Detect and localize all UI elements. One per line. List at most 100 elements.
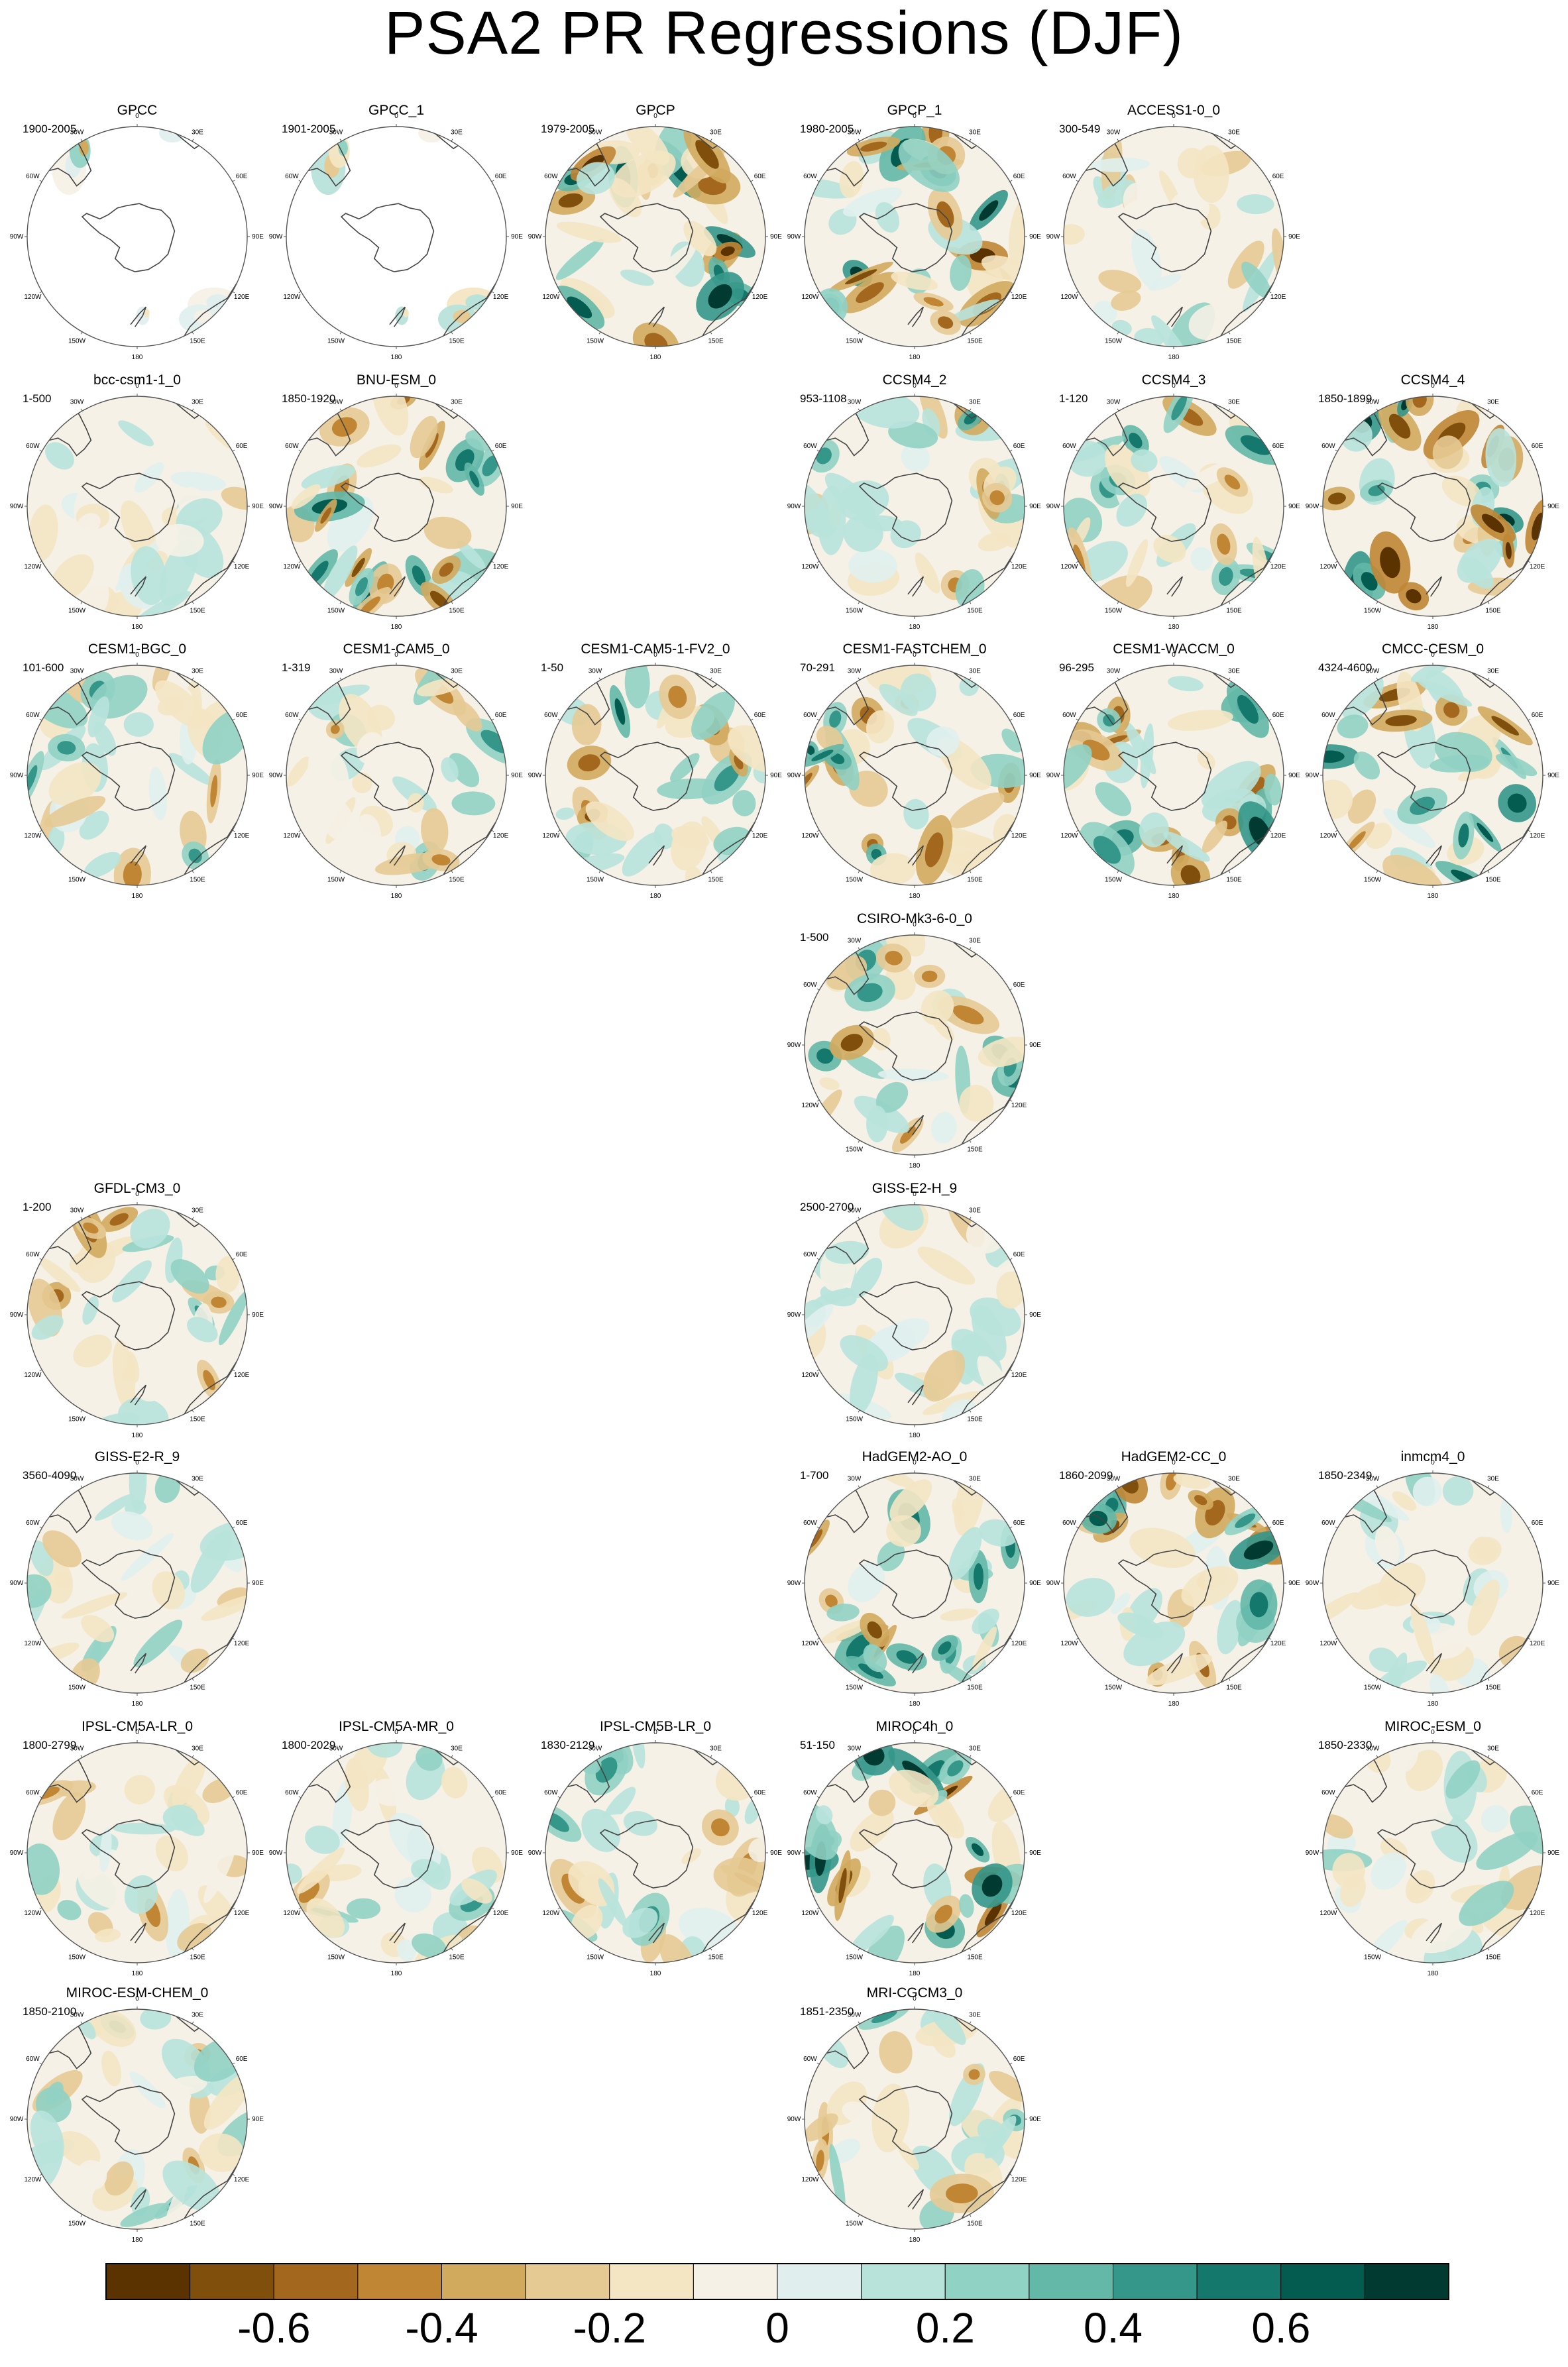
- regression-anomaly: [1405, 1870, 1435, 1904]
- regression-anomaly: [452, 699, 482, 732]
- longitude-label: 60W: [1062, 443, 1076, 450]
- longitude-label: 0: [135, 1191, 139, 1198]
- regression-anomaly: [94, 1494, 135, 1521]
- longitude-label: 30E: [1487, 398, 1499, 406]
- antarctica-coastline: [858, 1011, 953, 1081]
- regression-anomaly: [659, 1934, 697, 1963]
- longitude-label: 0: [913, 1995, 917, 2003]
- longitude-label: 120E: [1530, 1910, 1545, 1917]
- regression-anomaly: [412, 1933, 447, 1958]
- regression-anomaly: [332, 1780, 353, 1849]
- regression-anomaly: [52, 1792, 86, 1841]
- longitude-label: 120E: [1270, 832, 1286, 840]
- longitude-label: 60W: [803, 1251, 817, 1258]
- south-america-coastline: [567, 131, 610, 187]
- longitude-label: 90E: [252, 503, 264, 510]
- new-zealand-coastline: [907, 845, 924, 866]
- regression-anomaly: [99, 1827, 112, 1873]
- panel-year-range: 1900-2005: [23, 123, 77, 135]
- longitude-label: 30W: [70, 667, 84, 675]
- regression-anomaly: [1378, 1563, 1426, 1607]
- regression-anomaly: [839, 161, 864, 198]
- regression-anomaly: [1337, 714, 1369, 739]
- colorbar-tick-label: 0.6: [1251, 2304, 1311, 2352]
- longitude-label: 60W: [1062, 712, 1076, 719]
- polar-map: 0 30E 60E 90E 120E 150E 180 150W 120W 90W 60W 30W: [787, 651, 1042, 900]
- antarctica-coastline: [1117, 472, 1212, 542]
- colorbar: [0, 2253, 1568, 2364]
- longitude-label: 30E: [710, 129, 722, 136]
- regression-anomaly: [843, 188, 903, 217]
- panel-title: GPCC_1: [368, 103, 425, 118]
- polar-map: 0 30E 60E 90E 120E 150E 180 150W 120W 90W 60W 30W: [1306, 1729, 1560, 1977]
- longitude-label: 180: [909, 893, 921, 900]
- longitude-label: 120E: [1011, 294, 1027, 301]
- antarctica-coastline: [81, 1819, 176, 1889]
- longitude-label: 120W: [24, 1372, 42, 1379]
- antarctica-coastline: [599, 742, 694, 811]
- map-panel: 0 30E 60E 90E 120E 150E 180 150W 120W 90W 60W 30W GI…: [8, 1449, 266, 1708]
- longitude-label: 180: [650, 354, 661, 361]
- panel-year-range: 1850-2100: [23, 2005, 77, 2018]
- longitude-label: 90E: [1029, 1580, 1041, 1587]
- regression-anomaly: [632, 1743, 645, 1769]
- panel-title: GPCC: [117, 103, 158, 118]
- regression-anomaly: [95, 1928, 121, 1943]
- regression-anomaly: [875, 1081, 909, 1113]
- polar-map: 0 30E 60E 90E 120E 150E 180 150W 120W 90W 60W 30W: [1046, 651, 1301, 900]
- longitude-label: 60W: [1321, 443, 1335, 450]
- longitude-label: 30E: [192, 1475, 203, 1482]
- south-america-coastline: [49, 2014, 92, 2069]
- longitude-label: 120W: [24, 1640, 42, 1647]
- regression-anomaly: [949, 793, 1005, 828]
- longitude-label: 90E: [1288, 772, 1300, 779]
- regression-anomaly: [727, 725, 765, 773]
- longitude-label: 0: [913, 1729, 917, 1736]
- antarctica-coastline: [1376, 1549, 1471, 1619]
- regression-anomaly: [922, 1391, 981, 1415]
- regression-anomaly: [866, 710, 895, 743]
- regression-anomaly: [91, 2009, 137, 2047]
- regression-anomaly: [946, 299, 1000, 323]
- longitude-label: 60W: [26, 1251, 40, 1258]
- longitude-label: 90W: [10, 1849, 24, 1857]
- map-panel: 0 30E 60E 90E 120E 150E 180 150W 120W 90W 60W 30W in…: [1304, 1449, 1562, 1708]
- colorbar-swatch: [190, 2263, 274, 2300]
- regression-anomaly: [1111, 290, 1141, 311]
- south-america-coastline: [308, 670, 351, 726]
- regression-anomaly: [121, 500, 158, 561]
- antarctica-coastline: [340, 472, 435, 542]
- antarctica-coastline: [1117, 742, 1212, 811]
- regression-anomaly: [1323, 1592, 1359, 1627]
- longitude-label: 150W: [68, 877, 86, 884]
- antarctica-coastline: [81, 203, 176, 272]
- longitude-label: 90W: [269, 1849, 283, 1857]
- map-panel: 0 30E 60E 90E 120E 150E 180 150W 120W 90W 60W 30W CE…: [267, 641, 526, 900]
- longitude-label: 120E: [234, 1640, 250, 1647]
- regression-anomaly: [932, 1080, 950, 1103]
- longitude-label: 150W: [68, 338, 86, 345]
- regression-anomaly: [1398, 1806, 1454, 1834]
- polar-map: 0 30E 60E 90E 120E 150E 180 150W 120W 90W 60W 30W: [1306, 1459, 1560, 1708]
- polar-map: 0 30E 60E 90E 120E 150E 180 150W 120W 90W 60W 30W: [1306, 651, 1560, 900]
- new-zealand-coastline: [907, 1653, 924, 1674]
- panel-year-range: 1851-2350: [800, 2005, 854, 2018]
- regression-anomaly: [1090, 158, 1150, 172]
- regression-anomaly: [1064, 239, 1083, 282]
- new-zealand-coastline: [1426, 1922, 1443, 1944]
- polar-map: 0 30E 60E 90E 120E 150E 180 150W 120W 90W 60W 30W: [10, 382, 264, 631]
- longitude-label: 90W: [1306, 503, 1319, 510]
- regression-anomaly: [571, 1904, 603, 1940]
- regression-anomaly: [1380, 1652, 1408, 1693]
- panel-title: CESM1-CAM5_0: [343, 641, 450, 657]
- regression-anomaly: [120, 2203, 170, 2227]
- longitude-label: 180: [650, 1970, 661, 1977]
- regression-anomaly: [1495, 753, 1538, 777]
- longitude-label: 60W: [544, 712, 558, 719]
- longitude-label: 30E: [451, 667, 463, 675]
- longitude-label: 0: [1172, 113, 1176, 120]
- longitude-label: 90W: [528, 1849, 542, 1857]
- regression-anomaly: [322, 545, 358, 601]
- colorbar-swatch: [1196, 2263, 1282, 2300]
- longitude-label: 150W: [1364, 1684, 1382, 1692]
